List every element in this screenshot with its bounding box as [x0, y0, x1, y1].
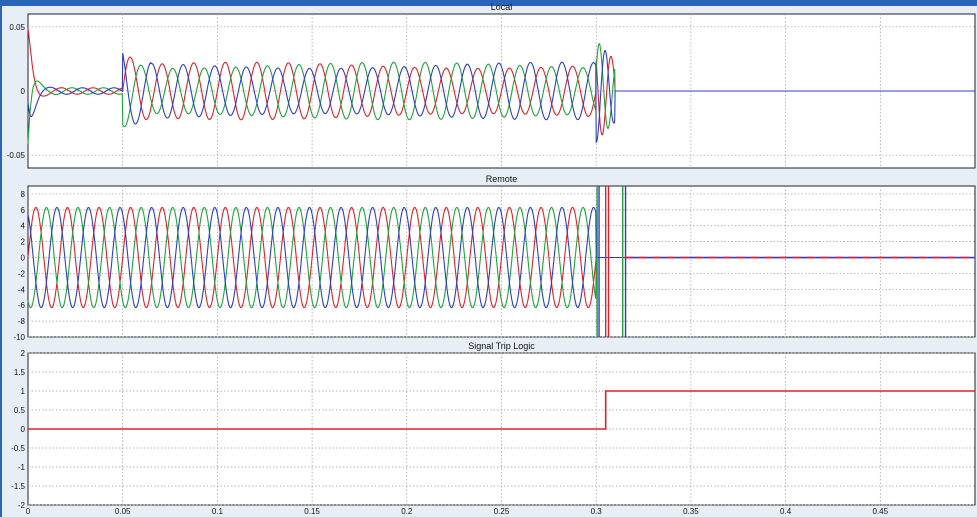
- y-tick-label: 1.5: [14, 368, 26, 377]
- y-tick-label: -1: [18, 463, 26, 472]
- x-tick-label: 0.05: [115, 507, 131, 516]
- y-tick-label: 0.05: [9, 23, 25, 32]
- x-tick-label: 0.45: [873, 507, 889, 516]
- plot-title-signal-trip-logic: Signal Trip Logic: [468, 341, 535, 351]
- plot-title-remote: Remote: [486, 174, 518, 184]
- y-tick-label: 4: [21, 222, 26, 231]
- y-tick-label: 2: [21, 349, 26, 358]
- y-tick-label: -4: [18, 285, 26, 294]
- y-tick-label: 2: [21, 238, 26, 247]
- y-tick-label: 1: [21, 387, 26, 396]
- x-tick-label: 0.25: [494, 507, 510, 516]
- y-tick-label: 0: [21, 87, 26, 96]
- y-tick-label: -8: [18, 317, 26, 326]
- x-tick-label: 0.15: [304, 507, 320, 516]
- phase-series-3: [27, 50, 975, 144]
- y-tick-label: -10: [13, 333, 25, 342]
- y-tick-label: -1.5: [11, 482, 25, 491]
- x-tick-label: 0: [26, 507, 31, 516]
- x-tick-label: 0.1: [212, 507, 224, 516]
- x-tick-label: 0.4: [780, 507, 792, 516]
- y-tick-label: 0: [21, 254, 26, 263]
- plot-title-local: Local: [491, 2, 513, 12]
- y-tick-label: 0.5: [14, 406, 26, 415]
- y-tick-label: 0: [21, 425, 26, 434]
- y-tick-label: 6: [21, 206, 26, 215]
- y-tick-label: -0.5: [11, 444, 25, 453]
- y-tick-label: -2: [18, 269, 26, 278]
- x-tick-label: 0.3: [591, 507, 603, 516]
- window-top-band: [0, 0, 977, 6]
- y-tick-label: -2: [18, 501, 26, 510]
- window-left-edge: [0, 0, 2, 517]
- y-tick-label: -0.05: [7, 151, 26, 160]
- x-tick-label: 0.35: [683, 507, 699, 516]
- trip-signal-line: [28, 390, 975, 430]
- y-tick-label: -6: [18, 301, 26, 310]
- x-tick-label: 0.2: [401, 507, 413, 516]
- y-tick-label: 8: [21, 190, 26, 199]
